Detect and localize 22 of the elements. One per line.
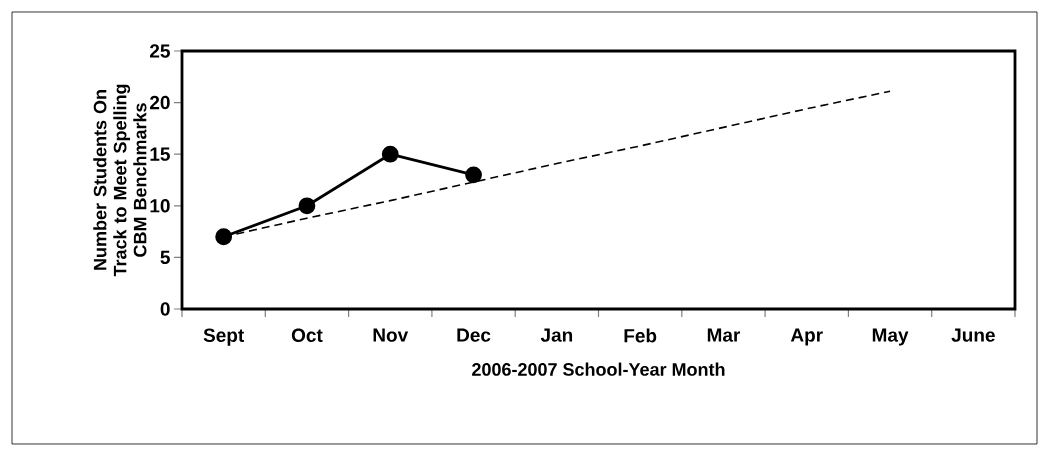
- x-tick-label: Sept: [203, 328, 244, 346]
- y-tick-label: 15: [150, 147, 170, 161]
- point: [381, 145, 399, 163]
- x-tick-label: Dec: [457, 328, 491, 342]
- point: [465, 166, 482, 184]
- y-tick-label: 5: [160, 250, 170, 265]
- y-tick-label: 20: [150, 95, 170, 110]
- x-axis-title: 2006-2007 School-Year Month: [472, 362, 725, 376]
- point: [298, 197, 316, 215]
- y-axis-title: Number Students On Track to Meet Spelling CBM Benchmarks: [93, 84, 147, 277]
- point: [215, 228, 233, 246]
- y-tick-label: 10: [150, 199, 170, 213]
- x-tick-label: Jan: [540, 328, 573, 342]
- x-tick-label: Apr: [790, 328, 823, 346]
- x-tick-label: Oct: [291, 328, 323, 342]
- x-tick-label: Mar: [707, 328, 741, 342]
- y-tick-label: 0: [160, 302, 170, 316]
- x-tick-label: Feb: [624, 328, 657, 343]
- x-tick-label: May: [872, 328, 909, 346]
- y-tick-label: 25: [150, 44, 170, 58]
- x-tick-label: Nov: [373, 328, 409, 342]
- x-tick-label: June: [951, 328, 995, 342]
